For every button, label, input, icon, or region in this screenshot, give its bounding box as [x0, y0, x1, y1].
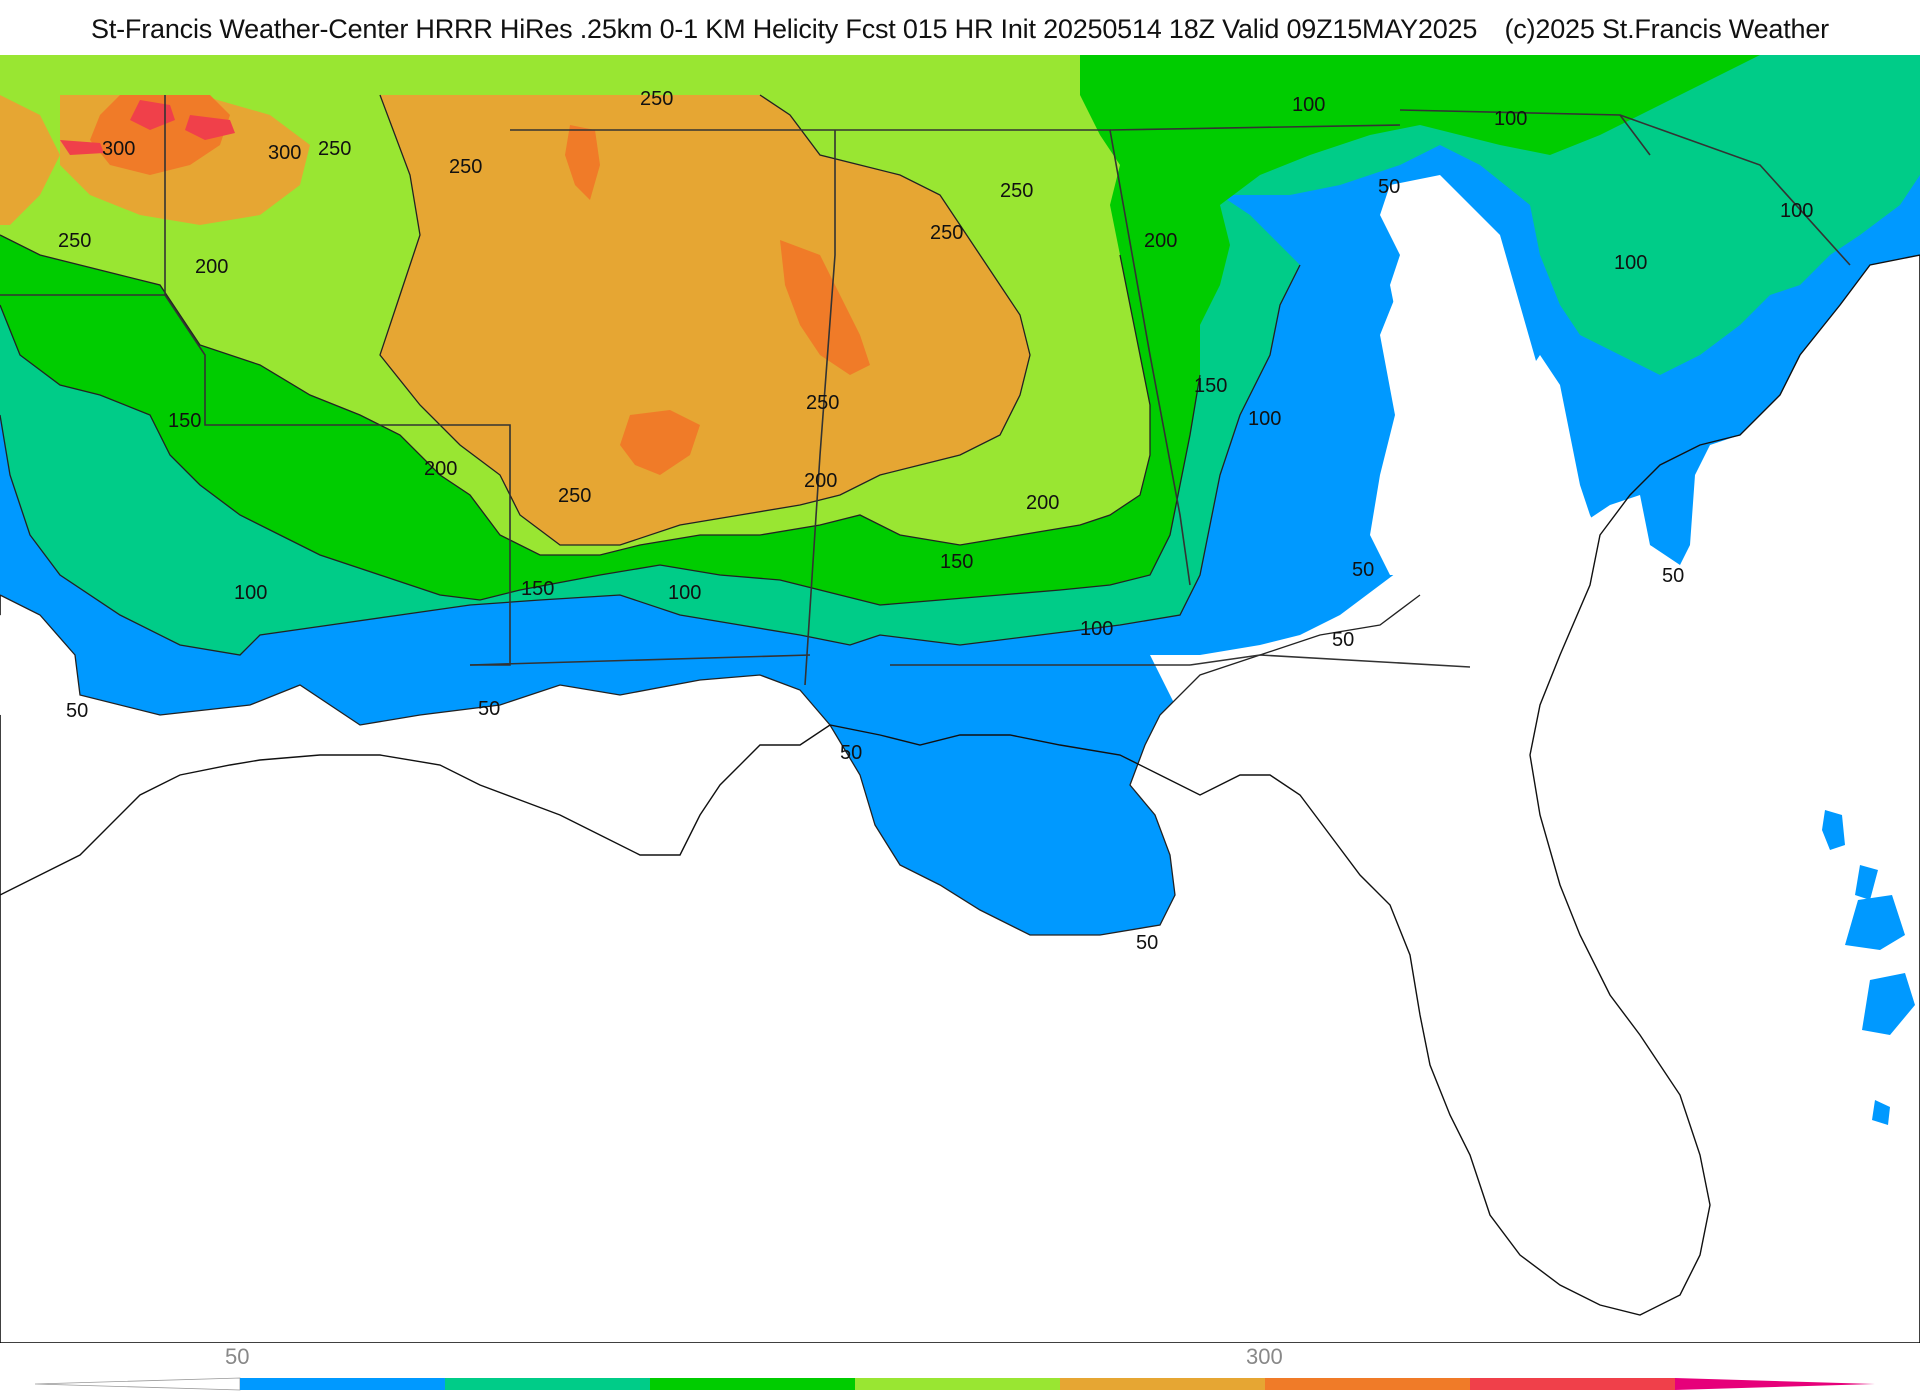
band-300-c [620, 410, 700, 475]
contour-label: 250 [449, 156, 482, 178]
contour-label: 100 [1292, 94, 1325, 116]
colorbar-segment [445, 1378, 650, 1390]
contour-label-layer: 300 300 250 250 250 250 200 200 150 100 … [58, 88, 1813, 954]
map-title: St-Francis Weather-Center HRRR HiRes .25… [0, 14, 1920, 45]
border-tn-ky [1109, 124, 1401, 131]
band-50-atlantic-b [1855, 865, 1878, 900]
band-400-c [60, 140, 104, 155]
colorbar-segment [1060, 1378, 1265, 1390]
band-400-b [185, 115, 235, 140]
contour-label: 100 [1248, 408, 1281, 430]
colorbar-tick-label-low: 50 [225, 1344, 250, 1369]
contour-label: 250 [58, 230, 91, 252]
contour-label: 200 [195, 256, 228, 278]
contour-label: 200 [1026, 492, 1059, 514]
band-50-atlantic-d [1862, 973, 1915, 1035]
georgia-inland-gap [1370, 245, 1510, 575]
colorbar-segments [34, 1377, 1875, 1391]
band-300-d [565, 125, 600, 200]
contour-label: 150 [1194, 375, 1227, 397]
contour-100 [0, 264, 1301, 656]
contour-label: 150 [521, 578, 554, 600]
gulf-coastline [0, 254, 1920, 1316]
contour-label: 250 [640, 88, 673, 110]
contour-label: 200 [1144, 230, 1177, 252]
contour-label: 50 [840, 742, 862, 764]
contour-label: 50 [1378, 176, 1400, 198]
contour-label: 250 [1000, 180, 1033, 202]
contour-label: 150 [168, 410, 201, 432]
band-300-a [90, 95, 230, 175]
colorbar-arrow-left [34, 1377, 241, 1391]
border-nc-sc [1619, 114, 1851, 266]
contour-label: 150 [940, 551, 973, 573]
border-ms-al [804, 130, 836, 686]
contour-label: 100 [234, 582, 267, 604]
contour-label: 50 [1136, 932, 1158, 954]
border-la-ms [469, 654, 811, 666]
band-50-atlantic-e [1872, 1100, 1890, 1125]
band-300-b [780, 240, 870, 375]
contour-label: 50 [478, 698, 500, 720]
band-50-atlantic-a [1822, 810, 1845, 850]
colorbar [34, 1377, 1875, 1391]
band-250 [380, 95, 1030, 545]
colorbar-segment [240, 1378, 445, 1390]
contour-label: 200 [804, 470, 837, 492]
contour-label: 250 [318, 138, 351, 160]
band-50-atlantic-c [1845, 895, 1905, 950]
helicity-map: 300 300 250 250 250 250 200 200 150 100 … [0, 55, 1920, 1343]
contour-label: 300 [102, 138, 135, 160]
contour-label: 250 [558, 485, 591, 507]
contour-label: 50 [66, 700, 88, 722]
contour-label: 250 [930, 222, 963, 244]
contour-150 [0, 304, 1201, 606]
contour-label: 100 [1614, 252, 1647, 274]
state-boundaries [0, 95, 1851, 686]
band-250-west [0, 95, 60, 225]
contour-label: 50 [1332, 629, 1354, 651]
contour-label: 50 [1662, 565, 1684, 587]
contour-label: 250 [806, 392, 839, 414]
helicity-fill [0, 55, 1920, 1125]
no-data-land [0, 245, 1710, 1315]
gulf-coast-strip [0, 615, 80, 715]
colorbar-segment [1265, 1378, 1470, 1390]
colorbar-segment [855, 1378, 1060, 1390]
coastline [0, 254, 1920, 1316]
florida-peninsula [1150, 355, 1710, 1315]
contour-label: 50 [1352, 559, 1374, 581]
colorbar-segment [650, 1378, 855, 1390]
contour-label: 100 [1080, 618, 1113, 640]
colorbar-segment [1470, 1378, 1675, 1390]
contour-label: 100 [1780, 200, 1813, 222]
contour-label: 200 [424, 458, 457, 480]
border-al-ga [835, 129, 1191, 586]
contour-label: 100 [668, 582, 701, 604]
contour-label: 100 [1494, 108, 1527, 130]
map-title-credit: (c)2025 St.Francis Weather [1504, 14, 1830, 44]
contour-lines [0, 94, 1421, 936]
colorbar-tick-label-high: 300 [1246, 1344, 1283, 1369]
border-ga-fl [1189, 654, 1471, 668]
contour-250 [379, 94, 1031, 546]
contour-200 [0, 234, 1151, 556]
contour-label: 300 [268, 142, 301, 164]
contour-50 [0, 594, 1421, 936]
band-400-a [130, 100, 175, 130]
border-ark-la [164, 294, 511, 666]
colorbar-segment [1675, 1378, 1875, 1390]
map-title-main: St-Francis Weather-Center HRRR HiRes .25… [91, 14, 1478, 44]
